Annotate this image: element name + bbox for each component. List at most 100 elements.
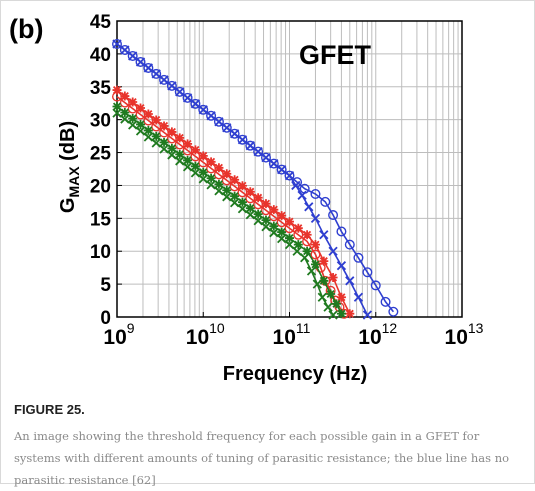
data-point bbox=[319, 276, 329, 286]
data-point bbox=[175, 149, 185, 159]
data-point bbox=[175, 156, 185, 166]
data-point bbox=[253, 193, 263, 203]
data-point bbox=[159, 121, 169, 131]
data-point bbox=[284, 170, 295, 181]
data-point bbox=[182, 145, 193, 156]
data-point bbox=[328, 273, 338, 283]
data-point bbox=[245, 203, 255, 213]
data-point bbox=[159, 144, 169, 154]
data-point bbox=[284, 170, 295, 181]
axes bbox=[116, 20, 463, 318]
data-point bbox=[310, 213, 321, 223]
data-point bbox=[175, 87, 185, 97]
data-point bbox=[317, 292, 327, 302]
data-point bbox=[183, 155, 193, 165]
y-tick-label: 10 bbox=[90, 242, 111, 263]
y-tick-label: 35 bbox=[90, 78, 112, 99]
data-point bbox=[128, 113, 138, 123]
data-point bbox=[143, 62, 154, 73]
data-point bbox=[167, 143, 177, 153]
data-point bbox=[119, 45, 130, 56]
data-point bbox=[253, 146, 264, 157]
data-point bbox=[112, 102, 122, 112]
data-point bbox=[128, 97, 138, 107]
x-tick-label: 1011 bbox=[273, 320, 311, 349]
data-point bbox=[269, 221, 279, 231]
x-tick-label: 109 bbox=[103, 320, 134, 349]
citation-link[interactable]: [62] bbox=[132, 473, 156, 487]
data-point bbox=[328, 310, 338, 320]
data-point bbox=[190, 145, 200, 155]
data-point bbox=[331, 299, 341, 309]
data-point bbox=[198, 157, 209, 168]
data-point bbox=[222, 169, 232, 179]
data-point bbox=[182, 92, 193, 103]
data-point bbox=[174, 139, 185, 150]
data-point bbox=[159, 74, 170, 85]
data-point bbox=[229, 198, 240, 208]
data-point bbox=[206, 110, 217, 121]
data-point bbox=[159, 75, 169, 85]
data-point bbox=[277, 211, 287, 221]
data-point bbox=[159, 127, 170, 138]
data-point bbox=[237, 187, 248, 198]
data-point bbox=[237, 134, 248, 145]
data-point bbox=[310, 240, 320, 250]
data-point bbox=[276, 217, 287, 228]
data-point bbox=[120, 107, 130, 117]
data-point bbox=[120, 45, 130, 55]
data-point bbox=[237, 204, 248, 214]
data-point bbox=[166, 80, 177, 91]
data-point bbox=[312, 279, 322, 289]
figure-label: FIGURE 25. bbox=[14, 402, 85, 417]
data-point bbox=[302, 236, 313, 247]
data-point bbox=[362, 310, 373, 320]
data-point bbox=[353, 252, 364, 263]
data-point bbox=[285, 217, 294, 227]
y-tick-label: 20 bbox=[90, 176, 111, 197]
data-point bbox=[253, 199, 264, 210]
data-point bbox=[284, 240, 295, 250]
y-axis-label-subscript: MAX bbox=[66, 166, 82, 198]
tick-labels: 0 5 10 15 20 25 30 35 40 45 109 1010 1011 1012 1013 bbox=[90, 12, 484, 349]
data-point bbox=[353, 292, 364, 302]
y-axis-label-unit: (dB) bbox=[57, 121, 79, 167]
data-point bbox=[222, 123, 232, 133]
y-tick-label: 5 bbox=[100, 275, 111, 296]
chart-title: GFET bbox=[299, 40, 372, 70]
data-point bbox=[323, 302, 333, 312]
data-point bbox=[206, 157, 216, 167]
data-point bbox=[198, 151, 208, 161]
data-point bbox=[336, 261, 347, 271]
series-green-x bbox=[112, 108, 338, 320]
data-point bbox=[260, 205, 271, 216]
data-point bbox=[175, 133, 185, 143]
series-red-star bbox=[112, 85, 355, 319]
data-point bbox=[190, 161, 200, 171]
data-point bbox=[230, 175, 240, 185]
data-point bbox=[112, 85, 122, 95]
data-point bbox=[268, 211, 279, 222]
data-point bbox=[143, 63, 154, 73]
series-green-star bbox=[112, 102, 346, 319]
data-point bbox=[151, 68, 162, 79]
data-point bbox=[206, 180, 216, 190]
data-point bbox=[362, 267, 373, 278]
data-point bbox=[229, 129, 240, 139]
x-tick-label: 1010 bbox=[186, 320, 225, 349]
data-point bbox=[304, 202, 314, 212]
data-point bbox=[261, 153, 271, 163]
data-point bbox=[310, 188, 321, 199]
data-point bbox=[151, 138, 161, 148]
data-point bbox=[190, 99, 201, 109]
gmax-chart: 0 5 10 15 20 25 30 35 40 45 109 1010 1011 1012 1013 (b… bbox=[9, 12, 484, 385]
panel-label: (b) bbox=[9, 14, 43, 44]
data-point bbox=[261, 222, 271, 232]
data-point bbox=[291, 180, 301, 191]
data-point bbox=[182, 162, 193, 172]
data-point bbox=[190, 151, 201, 162]
data-point bbox=[222, 192, 232, 202]
data-point bbox=[277, 227, 287, 237]
data-point bbox=[277, 234, 287, 244]
data-point bbox=[166, 133, 177, 144]
